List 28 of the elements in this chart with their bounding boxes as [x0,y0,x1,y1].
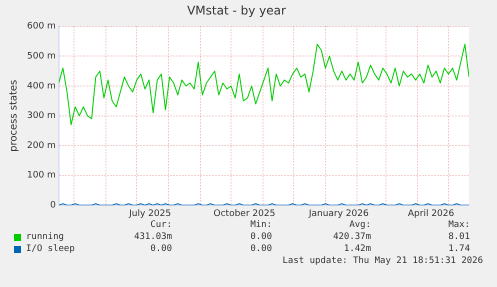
y-tick-label: 0 [50,200,56,211]
text: 0.00 [250,244,272,254]
legend-label: I/O sleep [26,244,75,254]
y-tick-label: 300 m [26,111,56,122]
text: 1.42m [344,244,371,254]
x-tick-label: October 2025 [214,208,276,219]
legend-label: running [26,232,64,242]
y-tick-label: 400 m [26,81,56,92]
y-tick-label: 100 m [26,170,56,181]
text: Last update: Thu May 21 18:51:31 2026 [282,256,483,266]
y-tick-label: 600 m [26,22,56,32]
x-tick-label: April 2026 [408,208,454,219]
text: 0.00 [150,244,172,254]
text: Max: [448,220,470,230]
x-tick-label: July 2025 [128,208,172,219]
chart-title: VMstat - by year [187,3,286,18]
text: Cur: [150,220,172,230]
y-tick-label: 500 m [26,52,56,62]
text: 1.74 [448,244,470,254]
text: Avg: [349,220,371,230]
y-axis-title: process states [8,80,20,152]
text: 420.37m [333,232,371,242]
text: Min: [250,220,272,230]
text: 8.01 [448,232,470,242]
y-tick-label: 200 m [26,140,56,151]
x-tick-label: January 2026 [308,208,369,219]
text: 0.00 [250,232,272,242]
text: 431.03m [134,232,172,242]
